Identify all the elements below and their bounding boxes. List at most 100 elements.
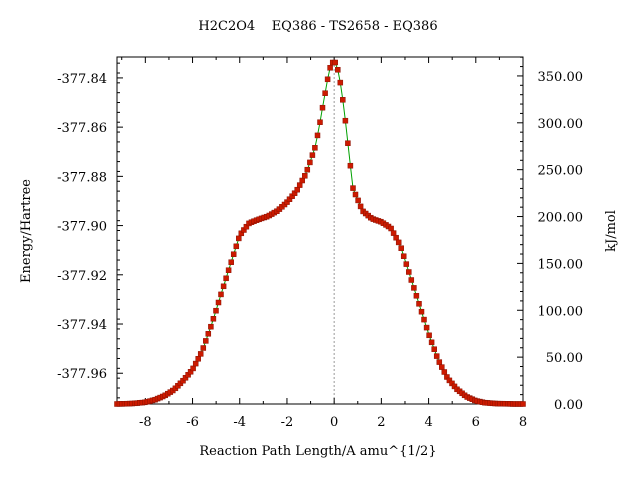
data-point [327,65,333,71]
data-point [200,345,207,351]
data-point [220,283,227,290]
data-point [426,332,432,339]
x-tick-label: 4 [424,415,432,430]
data-point [436,359,443,365]
y-axis-label-left: Energy/Hartree [19,179,34,283]
data-point [431,346,437,352]
data-point [309,152,316,158]
data-point [233,243,240,250]
y-axis-right: 0.00 50.00 100.00 150.00 200.00 250.00 300.00 3… [517,56,584,413]
data-point [421,316,427,323]
data-point [395,239,402,246]
data-point [390,230,397,236]
x-tick-label: 8 [519,415,527,430]
x-axis-label: Reaction Path Length/A amu^{1/2} [199,444,436,459]
data-point [302,173,308,179]
x-tick-label: -2 [281,415,294,430]
data-point [213,307,219,314]
data-point [307,159,313,166]
x-tick-label: 6 [472,415,480,430]
data-point [190,365,196,372]
data-point [520,401,526,407]
data-point [398,245,404,251]
y-tick-label-right: 100.00 [538,304,584,319]
data-point [197,351,204,357]
data-point [304,166,311,173]
data-point [423,324,430,331]
data-point [355,197,361,204]
data-point [236,235,242,242]
x-tick-label: -4 [233,415,246,430]
data-point [312,145,318,151]
x-tick-label: 2 [377,415,385,430]
data-point [408,277,415,283]
data-point [215,299,222,306]
x-tick-label: -6 [186,415,199,430]
data-point [352,191,359,198]
data-point [337,79,344,86]
data-point [294,186,300,193]
data-point [317,119,323,125]
y-tick-label-right: 250.00 [538,164,584,179]
data-point [347,162,354,169]
data-point [418,308,425,315]
x-tick-label: -8 [139,415,152,430]
x-axis: -8 -6 -4 -2 0 2 4 6 8 [121,57,527,430]
data-point [345,140,351,146]
chart-title: H2C2O4 EQ386 - TS2658 - EQ386 [198,19,437,34]
y-tick-label-right: 0.00 [554,398,583,413]
data-point [332,59,338,66]
y-axis-left: -377.84 -377.86 -377.88 -377.90 -377.92 -377.… [57,62,123,399]
data-point [433,353,440,359]
data-point [439,364,445,370]
data-point [428,339,435,346]
data-point [400,253,407,259]
data-point [403,261,410,267]
data-point [350,185,356,191]
y-tick-label-right: 150.00 [538,257,584,272]
data-point [205,331,212,337]
data-point [335,67,341,73]
y-tick-label-right: 50.00 [546,351,583,366]
data-point [210,316,217,322]
data-point [299,177,305,184]
data-point [393,234,399,241]
energy-points [114,59,526,407]
data-point [322,90,328,96]
data-point [406,269,412,275]
data-point [324,76,331,83]
data-point [319,104,326,111]
data-point [413,293,420,299]
y-tick-label-left: -377.86 [57,121,107,136]
data-point [340,97,346,103]
data-point [441,369,448,375]
data-point [416,301,422,307]
y-tick-label-right: 350.00 [538,70,584,85]
y-tick-label-right: 300.00 [538,117,584,132]
data-point [203,338,209,344]
data-point [195,356,201,362]
x-tick-label: 0 [330,415,338,430]
y-tick-label-left: -377.92 [57,269,107,284]
data-point [357,203,364,210]
y-tick-label-left: -377.88 [57,170,107,185]
data-point [411,285,417,291]
y-tick-label-right: 200.00 [538,211,584,226]
data-point [192,360,199,367]
data-point [208,323,214,330]
energy-curve-line [116,62,523,405]
y-tick-label-left: -377.94 [57,318,107,333]
data-point [228,259,234,265]
data-point [225,267,232,273]
y-tick-label-left: -377.96 [57,367,107,382]
data-point [342,117,349,124]
y-tick-label-left: -377.84 [57,72,107,87]
data-point [314,132,321,139]
data-point [388,225,394,232]
y-axis-label-right: kJ/mol [604,210,619,252]
data-point [296,182,303,188]
data-point [230,251,237,257]
data-point [223,275,229,282]
data-point [218,291,224,298]
